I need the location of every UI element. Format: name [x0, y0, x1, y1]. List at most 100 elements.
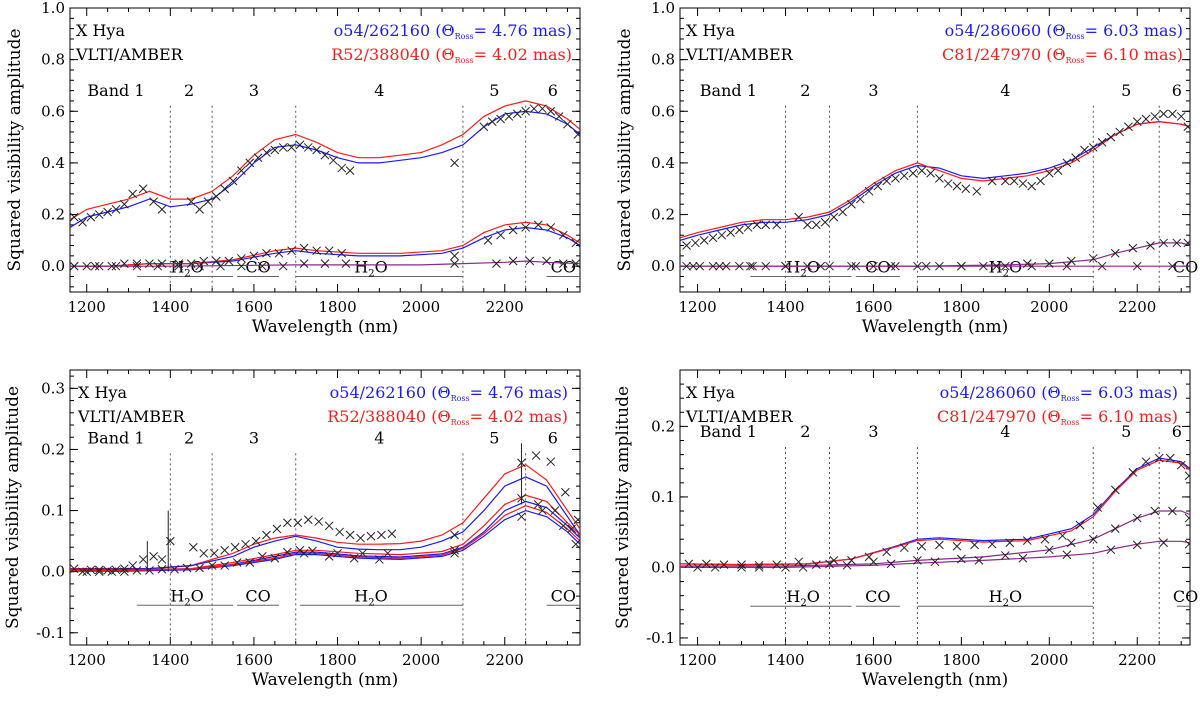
data-point [748, 261, 757, 271]
y-tick-label: 0.2 [651, 206, 675, 224]
y-tick-label: 0.6 [651, 102, 675, 120]
data-point [333, 548, 342, 558]
data-point [1000, 261, 1010, 271]
data-point [329, 155, 338, 165]
data-point [695, 261, 705, 271]
data-point [1132, 261, 1142, 271]
data-point [702, 559, 711, 569]
data-point [287, 143, 296, 152]
data-point [324, 552, 334, 561]
series-line [70, 494, 580, 571]
data-point [886, 261, 896, 271]
data-point [734, 261, 744, 271]
plot-frame [679, 369, 1191, 646]
data-point [383, 548, 393, 558]
data-point [299, 243, 309, 253]
data-point [119, 199, 129, 209]
data-point [1168, 506, 1177, 516]
data-point [558, 259, 568, 268]
band-label: 5 [1121, 81, 1131, 100]
data-point [245, 558, 255, 567]
data-point [1110, 485, 1120, 495]
data-point [257, 552, 267, 561]
x-axis-label: Wavelength (nm) [252, 317, 399, 337]
data-point [699, 236, 709, 245]
data-point [308, 546, 317, 556]
data-point [237, 166, 246, 176]
feature-label: CO [245, 258, 270, 277]
feature-label: CO [245, 586, 270, 605]
y-tick-label: 0.3 [41, 379, 65, 397]
data-point [278, 261, 288, 271]
x-tick-label: 2200 [486, 651, 524, 669]
data-point [682, 241, 691, 250]
series-line [70, 509, 580, 572]
data-point [1128, 243, 1138, 253]
data-point [157, 205, 167, 214]
data-point [816, 261, 826, 271]
data-point [262, 248, 271, 258]
data-point [961, 184, 971, 194]
data-point [1150, 506, 1160, 516]
x-tick-label: 2000 [1030, 298, 1068, 316]
x-tick-label: 1600 [854, 651, 892, 669]
data-point [145, 259, 154, 268]
data-point [86, 212, 96, 222]
data-point [1005, 538, 1015, 548]
data-layer [70, 443, 580, 577]
y-tick-label: 0.4 [41, 154, 65, 172]
data-point [1018, 179, 1028, 188]
data-point [199, 548, 209, 558]
data-point [992, 261, 1001, 271]
data-point [882, 176, 891, 186]
data-point [211, 256, 221, 266]
data-point [119, 564, 129, 573]
x-tick-label: 1200 [68, 298, 106, 316]
data-point [170, 564, 179, 574]
y-tick-label: 0.8 [41, 51, 65, 69]
data-point [299, 548, 309, 558]
y-tick-label: 0.2 [41, 440, 65, 458]
data-point [899, 543, 909, 553]
data-point [708, 261, 718, 271]
data-point [128, 561, 138, 570]
data-point [1044, 168, 1054, 178]
band-label: Band 1 [700, 422, 757, 441]
x-tick-label: 1600 [235, 298, 273, 316]
x-tick-label: 1200 [678, 651, 716, 669]
data-point [567, 524, 576, 534]
data-point [917, 541, 927, 551]
series-line [70, 221, 580, 267]
band-label: 6 [548, 428, 558, 447]
data-point [1146, 241, 1155, 250]
data-point [531, 451, 541, 460]
data-point [496, 230, 505, 240]
data-point [571, 259, 580, 268]
data-layer [680, 453, 1190, 572]
data-point [1176, 112, 1186, 121]
star-name: X Hya [686, 383, 735, 402]
data-point [1000, 551, 1010, 560]
data-point [529, 104, 539, 114]
data-point [517, 493, 526, 503]
data-point [803, 220, 812, 230]
x-tick-label: 1400 [151, 298, 189, 316]
data-point [70, 212, 79, 222]
data-point [119, 259, 129, 268]
data-point [1106, 132, 1116, 142]
data-point [546, 457, 556, 467]
data-point [913, 556, 922, 565]
feature-label: H2O [786, 587, 819, 609]
data-point [157, 259, 167, 268]
data-point [972, 186, 982, 196]
series-line [70, 110, 580, 229]
series-line [70, 100, 580, 221]
data-point [1058, 531, 1067, 541]
series-line [680, 459, 1190, 566]
data-point [533, 500, 543, 509]
data-point [1106, 545, 1116, 555]
band-label: 6 [1172, 81, 1182, 100]
y-tick-label: 1.0 [41, 0, 65, 17]
data-point [743, 223, 753, 232]
